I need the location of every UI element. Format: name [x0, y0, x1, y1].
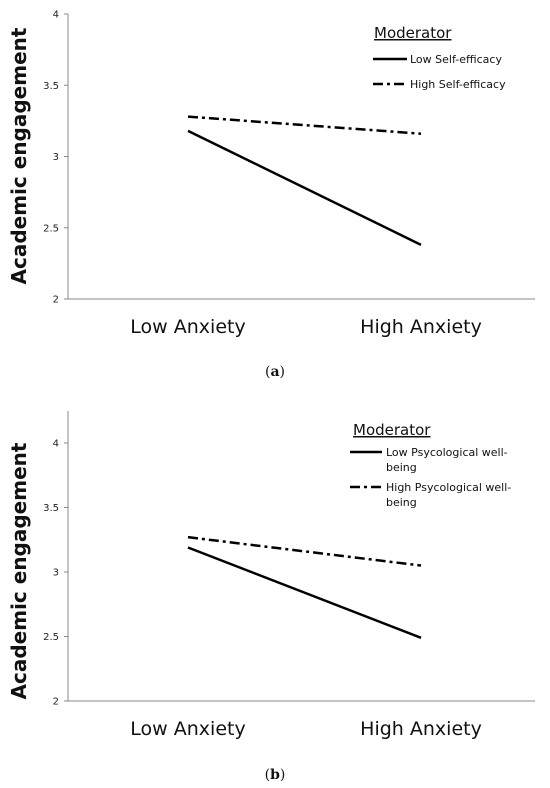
series-line-high: [187, 535, 422, 567]
y-axis-title: Academic engagement: [7, 442, 31, 699]
legend-label-low: Low Self-efficacy: [410, 53, 502, 66]
legend-label-high: High Psycological well- being: [386, 481, 515, 509]
y-tick-label: 4: [53, 10, 59, 21]
y-tick-label: 2.5: [43, 223, 59, 234]
series-line-low: [187, 129, 422, 246]
x-tick-label-high-anxiety: High Anxiety: [360, 316, 482, 338]
series-line-high: [187, 115, 422, 135]
x-tick-label-low-anxiety: Low Anxiety: [130, 316, 245, 338]
legend-label-high-line2: being: [386, 496, 417, 509]
panel-caption-b: (b): [265, 767, 286, 783]
chart-panel-b: Academic engagement 2 2.5 3 3.5 4 Low Anxiet…: [7, 411, 535, 783]
x-tick-label-low-anxiety: Low Anxiety: [130, 718, 245, 740]
y-axis-title: Academic engagement: [7, 27, 31, 284]
y-tick-label: 2: [53, 697, 59, 708]
legend-label-high: High Self-efficacy: [410, 78, 506, 91]
y-tick-label: 3: [53, 568, 59, 579]
legend-label-low: Low Psycological well- being: [386, 446, 511, 474]
legend-title: Moderator: [374, 24, 452, 42]
y-tick-label: 3.5: [43, 81, 59, 92]
legend-label-low-line1: Low Psycological well-: [386, 446, 508, 459]
legend-label-low-line2: being: [386, 461, 417, 474]
legend-title: Moderator: [353, 421, 431, 439]
y-tick-label: 4: [53, 439, 59, 450]
y-tick-label: 3.5: [43, 503, 59, 514]
y-tick-label: 2: [53, 295, 59, 306]
x-tick-label-high-anxiety: High Anxiety: [360, 718, 482, 740]
panel-caption-a: (a): [265, 364, 285, 380]
chart-panel-a: Academic engagement 2 2.5 3 3.5 4 Low Anxiet…: [7, 10, 535, 380]
series-line-low: [187, 546, 422, 639]
y-tick-label: 3: [53, 152, 59, 163]
legend-label-high-line1: High Psycological well-: [386, 481, 511, 494]
y-tick-label: 2.5: [43, 632, 59, 643]
